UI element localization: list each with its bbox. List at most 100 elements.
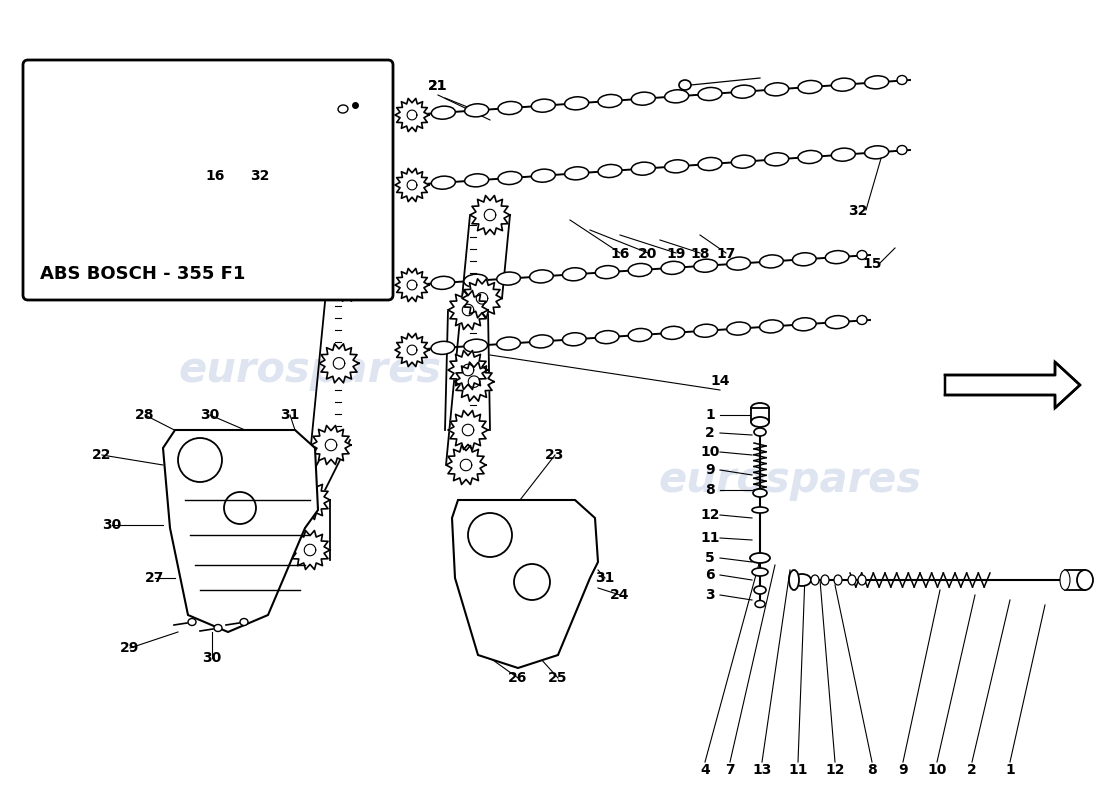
Ellipse shape <box>631 162 656 175</box>
Ellipse shape <box>764 153 789 166</box>
Ellipse shape <box>201 122 219 134</box>
Ellipse shape <box>178 126 195 138</box>
Text: 8: 8 <box>705 483 715 497</box>
Bar <box>1065 570 1085 590</box>
Ellipse shape <box>214 625 222 631</box>
Text: 18: 18 <box>691 247 710 261</box>
Polygon shape <box>454 362 494 401</box>
Text: 11: 11 <box>701 531 719 545</box>
Ellipse shape <box>834 575 842 585</box>
Ellipse shape <box>154 130 172 142</box>
Ellipse shape <box>57 145 75 158</box>
Polygon shape <box>163 430 318 632</box>
Ellipse shape <box>848 575 856 585</box>
Ellipse shape <box>760 320 783 333</box>
Text: 32: 32 <box>848 204 868 218</box>
Text: eurospares: eurospares <box>659 459 922 501</box>
Ellipse shape <box>250 114 267 127</box>
Ellipse shape <box>661 262 684 274</box>
Ellipse shape <box>664 160 689 173</box>
Text: 21: 21 <box>428 79 448 93</box>
Ellipse shape <box>464 274 487 287</box>
Text: 2: 2 <box>705 426 715 440</box>
Ellipse shape <box>760 255 783 268</box>
Text: 14: 14 <box>711 374 729 388</box>
Text: 10: 10 <box>701 445 719 459</box>
Text: 7: 7 <box>725 763 735 777</box>
Polygon shape <box>327 262 367 301</box>
Polygon shape <box>395 98 429 131</box>
Text: 13: 13 <box>752 763 772 777</box>
Ellipse shape <box>865 76 889 89</box>
Polygon shape <box>448 290 488 330</box>
Ellipse shape <box>598 94 622 107</box>
Ellipse shape <box>832 78 856 91</box>
Bar <box>751 408 769 422</box>
Text: 21: 21 <box>428 79 448 93</box>
Text: 28: 28 <box>135 408 155 422</box>
Ellipse shape <box>1060 570 1070 590</box>
Polygon shape <box>470 195 510 234</box>
Ellipse shape <box>751 417 769 427</box>
Text: 27: 27 <box>145 571 165 585</box>
Text: 29: 29 <box>120 641 140 655</box>
Text: 31: 31 <box>280 408 299 422</box>
Ellipse shape <box>857 315 867 325</box>
Ellipse shape <box>764 82 789 96</box>
Ellipse shape <box>464 104 488 117</box>
Ellipse shape <box>498 171 522 185</box>
Polygon shape <box>448 350 488 390</box>
Text: 30: 30 <box>200 408 220 422</box>
Text: 5: 5 <box>705 551 715 565</box>
Ellipse shape <box>464 339 487 352</box>
Polygon shape <box>336 181 375 219</box>
Text: 1: 1 <box>705 408 715 422</box>
Polygon shape <box>448 410 488 450</box>
Text: 11: 11 <box>789 763 807 777</box>
Ellipse shape <box>498 102 522 114</box>
Polygon shape <box>452 500 598 668</box>
Ellipse shape <box>1077 570 1093 590</box>
Polygon shape <box>311 426 351 465</box>
Ellipse shape <box>81 141 99 154</box>
Ellipse shape <box>694 324 717 338</box>
Ellipse shape <box>793 574 811 586</box>
Ellipse shape <box>896 75 907 85</box>
Polygon shape <box>395 334 429 366</box>
Ellipse shape <box>431 106 455 119</box>
Ellipse shape <box>564 166 589 180</box>
Ellipse shape <box>857 250 867 259</box>
Ellipse shape <box>698 158 722 170</box>
Text: 31: 31 <box>595 571 615 585</box>
Text: 16: 16 <box>610 247 629 261</box>
FancyBboxPatch shape <box>23 60 393 300</box>
Ellipse shape <box>792 318 816 331</box>
Text: 12: 12 <box>701 508 719 522</box>
Ellipse shape <box>240 618 248 626</box>
Ellipse shape <box>497 272 520 285</box>
Text: 19: 19 <box>667 247 685 261</box>
Text: eurospares: eurospares <box>178 349 441 391</box>
Ellipse shape <box>431 176 455 190</box>
Polygon shape <box>319 344 359 383</box>
Text: 4: 4 <box>700 763 710 777</box>
Ellipse shape <box>832 148 856 162</box>
Polygon shape <box>395 169 429 202</box>
Ellipse shape <box>732 155 756 168</box>
Ellipse shape <box>752 507 768 513</box>
Ellipse shape <box>497 337 520 350</box>
Ellipse shape <box>750 553 770 563</box>
Text: 17: 17 <box>716 247 736 261</box>
Ellipse shape <box>631 92 656 106</box>
Ellipse shape <box>178 438 222 482</box>
Ellipse shape <box>464 174 488 187</box>
Ellipse shape <box>755 601 764 607</box>
Ellipse shape <box>595 330 619 344</box>
Ellipse shape <box>798 150 822 163</box>
Text: 23: 23 <box>546 448 564 462</box>
Text: 30: 30 <box>202 651 221 665</box>
Text: 22: 22 <box>92 448 112 462</box>
Ellipse shape <box>322 102 340 115</box>
Ellipse shape <box>431 342 454 354</box>
Ellipse shape <box>298 106 316 119</box>
